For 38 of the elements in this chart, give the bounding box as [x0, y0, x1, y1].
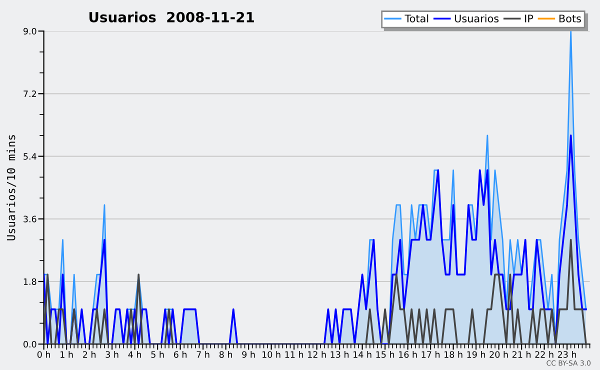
y-tick-label: 5.4 — [24, 153, 36, 160]
x-tick-label: 15 h — [376, 351, 394, 358]
x-tick-label: 5 h — [151, 351, 164, 358]
x-tick-label: 23 h — [558, 351, 576, 358]
x-tick-label: 22 h — [535, 351, 554, 358]
legend-label: Bots — [559, 14, 581, 22]
x-tick-label: 10 h — [262, 351, 280, 358]
y-axis-title: Usuarios/10 mins — [6, 135, 16, 240]
y-tick-label: 9.0 — [23, 28, 36, 35]
x-tick-label: 21 h — [512, 351, 531, 358]
y-tick-label: 7.2 — [24, 90, 36, 98]
chart-title: Usuarios 2008-11-21 — [89, 12, 254, 22]
x-tick-label: 20 h — [490, 351, 508, 358]
line-series — [44, 238, 587, 344]
line-series — [44, 134, 587, 344]
x-tick-label: 11 h — [285, 351, 304, 358]
legend-label: IP — [525, 14, 534, 22]
x-tick-label: 1 h — [60, 351, 73, 358]
x-tick-label: 18 h — [444, 351, 462, 358]
x-tick-label: 6 h — [174, 351, 187, 358]
x-tick-label: 13 h — [330, 351, 349, 358]
x-tick-label: 3 h — [106, 351, 118, 358]
x-tick-label: 19 h — [467, 351, 486, 358]
x-tick-label: 14 h — [354, 351, 372, 358]
x-tick-label: 12 h — [308, 351, 326, 358]
x-tick-label: 0 h — [37, 351, 50, 358]
x-tick-label: 4 h — [128, 351, 142, 358]
x-tick-label: 8 h — [219, 351, 232, 358]
legend-label: Usuarios — [454, 14, 499, 22]
y-tick-label: 0.0 — [24, 340, 36, 348]
x-tick-label: 16 h — [399, 351, 417, 358]
x-tick-label: 7 h — [196, 351, 210, 358]
legend-label: Total — [404, 14, 428, 22]
x-tick-label: 2 h — [82, 351, 96, 358]
x-tick-label: 17 h — [422, 351, 440, 358]
y-tick-label: 1.8 — [24, 278, 36, 285]
y-tick-label: 3.6 — [24, 216, 36, 222]
x-tick-label: 9 h — [242, 351, 255, 358]
